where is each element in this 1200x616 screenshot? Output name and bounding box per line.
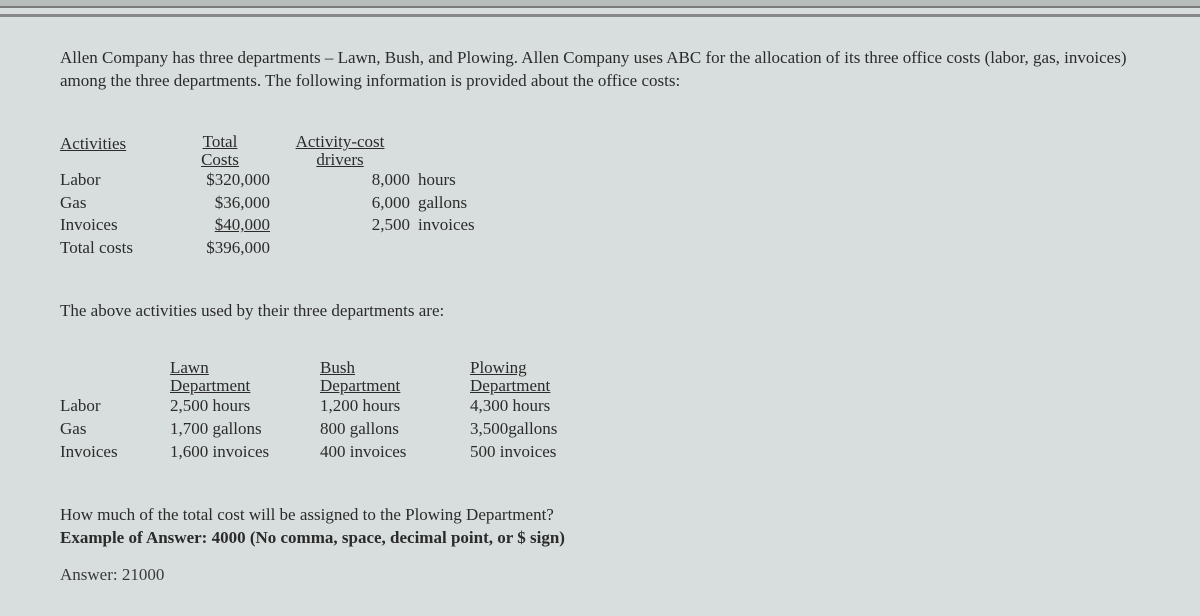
t1-row-unit: gallons [410, 192, 490, 215]
example-text: Example of Answer: 4000 (No comma, space… [60, 527, 1140, 550]
t1-row-cost: $396,000 [170, 237, 270, 260]
intro-paragraph: Allen Company has three departments – La… [60, 47, 1140, 93]
header-activities: Activities [60, 133, 170, 169]
header-blank [410, 133, 490, 169]
t1-row-label: Gas [60, 192, 170, 215]
t1-row-qty: 2,500 [270, 214, 410, 237]
t2-bush: 1,200 hours [320, 395, 470, 418]
t2-lawn: 2,500 hours [170, 395, 320, 418]
t1-row-unit: hours [410, 169, 490, 192]
answer-line: Answer: 21000 [60, 564, 1140, 587]
t1-row-cost: $320,000 [170, 169, 270, 192]
t1-row-qty [270, 237, 410, 260]
t2-header-plowing: PlowingDepartment [470, 359, 620, 395]
t2-row-label: Labor [60, 395, 170, 418]
departments-table: LawnDepartment BushDepartment PlowingDep… [60, 359, 1140, 464]
t1-row-unit [410, 237, 490, 260]
t1-row-qty: 6,000 [270, 192, 410, 215]
t1-row-cost: $36,000 [170, 192, 270, 215]
t1-row-qty: 8,000 [270, 169, 410, 192]
t2-row-label: Gas [60, 418, 170, 441]
t2-lawn: 1,600 invoices [170, 441, 320, 464]
header-activity-cost-drivers: Activity-costdrivers [270, 133, 410, 169]
t2-plowing: 500 invoices [470, 441, 620, 464]
t2-bush: 400 invoices [320, 441, 470, 464]
window-top-border [0, 0, 1200, 8]
t2-row-label: Invoices [60, 441, 170, 464]
t1-row-unit: invoices [410, 214, 490, 237]
t2-header-lawn: LawnDepartment [170, 359, 320, 395]
t2-header-bush: BushDepartment [320, 359, 470, 395]
header-total-costs: TotalCosts [170, 133, 270, 169]
t2-plowing: 3,500gallons [470, 418, 620, 441]
t1-row-label: Total costs [60, 237, 170, 260]
question-text: How much of the total cost will be assig… [60, 504, 1140, 527]
activities-table: Activities TotalCosts Activity-costdrive… [60, 133, 1140, 260]
answer-label: Answer: [60, 565, 122, 584]
t2-lawn: 1,700 gallons [170, 418, 320, 441]
t2-bush: 800 gallons [320, 418, 470, 441]
question-page: Allen Company has three departments – La… [0, 14, 1200, 607]
t2-plowing: 4,300 hours [470, 395, 620, 418]
t2-header-blank [60, 359, 170, 395]
answer-value: 21000 [122, 565, 165, 584]
t1-row-cost: $40,000 [170, 214, 270, 237]
t1-row-label: Invoices [60, 214, 170, 237]
mid-paragraph: The above activities used by their three… [60, 300, 1140, 323]
t1-row-label: Labor [60, 169, 170, 192]
